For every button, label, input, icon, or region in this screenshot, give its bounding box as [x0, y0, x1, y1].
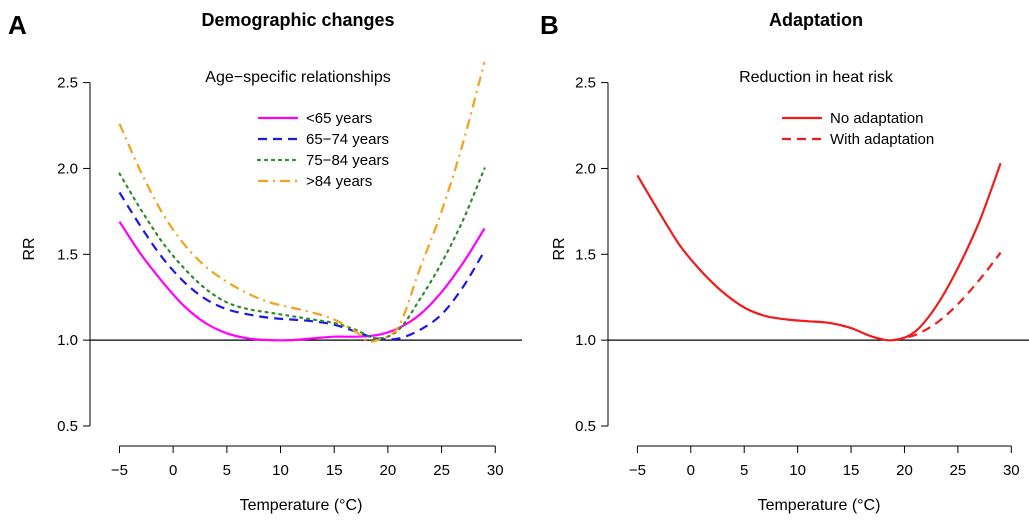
panel-a-legend-label-1: <65 years: [306, 110, 372, 127]
panel-a-legend-label-4: >84 years: [306, 173, 372, 190]
panel-a-y-tick-label: 1.5: [57, 246, 78, 263]
panel-a-x-axis-label: Temperature (°C): [240, 497, 363, 514]
panel-b-legend-label-2: With adaptation: [830, 131, 934, 148]
panel-b-title: Adaptation: [769, 10, 863, 30]
panel-a-series-line-3: [118, 167, 486, 340]
panel-b-y-tick-label: 1.0: [575, 332, 596, 349]
panel-a-x-tick-label: −5: [111, 462, 128, 479]
panel-b-y-tick-label: 2.5: [575, 75, 596, 92]
panel-a-y-tick-label: 1.0: [57, 332, 78, 349]
panel-b-x-tick-label: 25: [950, 462, 967, 479]
panel-a-y-axis-label: RR: [21, 237, 38, 260]
panel-b-x-tick-label: 15: [843, 462, 860, 479]
panel-b-x-tick-label: 30: [1003, 462, 1020, 479]
panel-b-x-tick-label: 0: [687, 462, 695, 479]
panel-b-inset-title: Reduction in heat risk: [739, 69, 894, 86]
panel-b-y-tick-label: 0.5: [575, 418, 596, 435]
panel-b-plot: −5 0 5 10 15 20 25 30 0.5 1.0 1.5 2.0 2.5 No adaptati…: [575, 75, 1029, 479]
panel-a-x-tick-label: 15: [326, 462, 343, 479]
panel-a-y-tick-label: 2.0: [57, 160, 78, 177]
panel-b-letter: B: [540, 10, 559, 40]
panel-b-x-tick-label: −5: [629, 462, 646, 479]
panel-b-x-tick-label: 10: [789, 462, 806, 479]
panel-a-inset-title: Age−specific relationships: [205, 69, 390, 86]
panel-a-plot: −5 0 5 10 15 20 25 30 0.5 1.0 1.5 2.0 2.5 <65 years 65…: [57, 61, 522, 479]
panel-b-y-tick-label: 2.0: [575, 160, 596, 177]
panel-a-series-line-1: [118, 221, 486, 342]
panel-a-x-tick-label: 10: [272, 462, 289, 479]
panel-a-title: Demographic changes: [201, 10, 394, 30]
panel-a-x-tick-label: 25: [433, 462, 450, 479]
panel-b-series-line-2: [893, 251, 1002, 342]
panel-b-y-axis-label: RR: [551, 237, 568, 260]
panel-a-legend-label-2: 65−74 years: [306, 131, 389, 148]
panel-a-x-tick-label: 20: [380, 462, 397, 479]
panel-a-series-line-2: [118, 191, 486, 341]
panel-a-x-tick-label: 30: [487, 462, 504, 479]
panel-a-y-tick-label: 0.5: [57, 418, 78, 435]
panel-b-y-tick-label: 1.5: [575, 246, 596, 263]
panel-b-x-axis-label: Temperature (°C): [758, 497, 881, 514]
panel-b-series-line-1: [636, 162, 1002, 342]
panel-b-x-tick-label: 5: [740, 462, 748, 479]
panel-b-x-tick-label: 20: [896, 462, 913, 479]
panel-a-legend-label-3: 75−84 years: [306, 152, 389, 169]
panel-b-legend-label-1: No adaptation: [830, 110, 923, 127]
panel-a-x-tick-label: 0: [169, 462, 177, 479]
panel-a-letter: A: [8, 10, 27, 40]
panel-a-y-tick-label: 2.5: [57, 75, 78, 92]
panel-a-series-line-4: [118, 61, 486, 343]
panel-a-x-tick-label: 5: [223, 462, 231, 479]
